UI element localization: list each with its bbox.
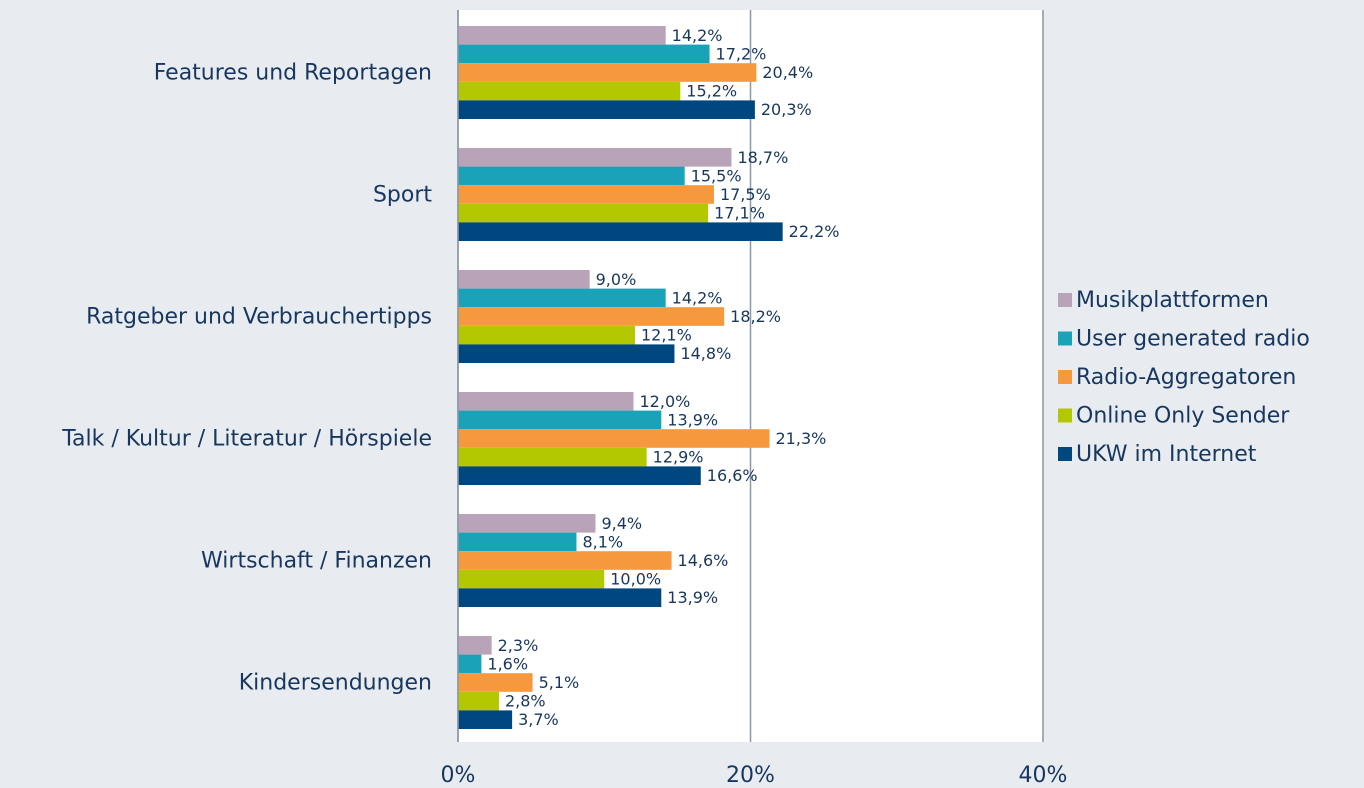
data-label: 17,2% <box>716 44 767 63</box>
data-label: 2,8% <box>505 692 546 711</box>
data-label: 12,9% <box>653 448 704 467</box>
bar <box>458 392 634 411</box>
x-tick-label: 20% <box>726 763 775 788</box>
y-tick-label: Features und Reportagen <box>153 60 432 86</box>
data-label: 2,3% <box>498 636 539 655</box>
data-label: 22,2% <box>789 222 840 241</box>
bar <box>458 636 492 655</box>
bar <box>458 100 755 119</box>
data-label: 12,1% <box>641 326 692 345</box>
y-tick-label: Wirtschaft / Finanzen <box>201 548 432 574</box>
data-label: 13,9% <box>667 410 718 429</box>
data-label: 15,2% <box>686 82 737 101</box>
data-label: 20,4% <box>762 63 813 82</box>
bar <box>458 569 605 589</box>
bar <box>458 203 709 223</box>
legend-label: Online Only Sender <box>1076 404 1290 429</box>
legend-swatch <box>1058 370 1072 384</box>
y-tick-label: Ratgeber und Verbrauchertipps <box>86 304 432 330</box>
bar <box>458 270 590 289</box>
legend-swatch <box>1058 293 1072 307</box>
bar <box>458 551 672 570</box>
data-label: 5,1% <box>539 673 580 692</box>
data-label: 16,6% <box>707 466 758 485</box>
legend-label: UKW im Internet <box>1076 442 1257 467</box>
data-label: 14,6% <box>678 551 729 570</box>
bar <box>458 307 725 326</box>
bar <box>458 466 701 485</box>
y-tick-label: Sport <box>372 182 432 208</box>
bar <box>458 429 770 448</box>
bar <box>458 673 533 692</box>
bar <box>458 588 662 607</box>
legend-label: Radio-Aggregatoren <box>1076 365 1296 390</box>
bar <box>458 148 732 167</box>
data-label: 18,2% <box>730 307 781 326</box>
data-label: 8,1% <box>582 532 623 551</box>
data-label: 9,4% <box>601 514 642 533</box>
y-tick-label: Kindersendungen <box>238 670 432 696</box>
bar <box>458 447 647 467</box>
bar <box>458 44 710 64</box>
bar <box>458 222 783 241</box>
bar <box>458 63 757 82</box>
data-label: 15,5% <box>691 166 742 185</box>
legend-swatch <box>1058 331 1072 346</box>
data-label: 12,0% <box>640 392 691 411</box>
data-label: 10,0% <box>610 570 661 589</box>
bar <box>458 654 482 674</box>
data-label: 14,8% <box>680 344 731 363</box>
data-label: 14,2% <box>672 26 723 45</box>
bar <box>458 710 513 729</box>
legend-label: Musikplattformen <box>1076 288 1269 313</box>
bar <box>458 514 596 533</box>
data-label: 21,3% <box>776 429 827 448</box>
legend-swatch <box>1058 408 1072 423</box>
y-tick-label: Talk / Kultur / Literatur / Hörspiele <box>62 426 432 452</box>
bar <box>458 166 685 186</box>
data-label: 9,0% <box>596 270 637 289</box>
x-tick-label: 0% <box>441 763 476 788</box>
bar <box>458 81 681 101</box>
bar <box>458 325 635 345</box>
bar <box>458 344 675 363</box>
data-label: 3,7% <box>518 710 559 729</box>
legend-label: User generated radio <box>1076 327 1310 352</box>
x-tick-label: 40% <box>1019 763 1068 788</box>
data-label: 17,5% <box>720 185 771 204</box>
bar <box>458 185 714 204</box>
data-label: 14,2% <box>672 288 723 307</box>
data-label: 18,7% <box>737 148 788 167</box>
data-label: 20,3% <box>761 100 812 119</box>
bar <box>458 26 666 45</box>
bar <box>458 691 499 711</box>
data-label: 17,1% <box>714 204 765 223</box>
bar <box>458 410 662 430</box>
data-label: 13,9% <box>667 588 718 607</box>
data-label: 1,6% <box>487 654 528 673</box>
bar <box>458 288 666 308</box>
legend-swatch <box>1058 447 1072 461</box>
bar <box>458 532 577 552</box>
